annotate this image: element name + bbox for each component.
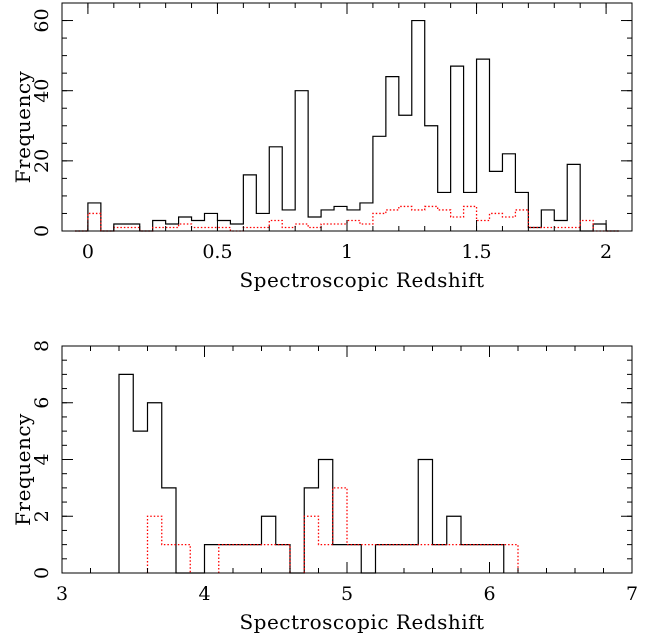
top-series-solid-histogram bbox=[74, 19, 620, 232]
bottom-y-tick-label: 4 bbox=[31, 453, 53, 465]
bottom-x-tick-label: 4 bbox=[198, 583, 210, 605]
top-plot-frame bbox=[61, 2, 633, 232]
bottom-histogram-panel: 3 4 5 6 7 0 2 4 6 8 Spectroscopic Redshift Frequenc… bbox=[11, 340, 638, 634]
bottom-x-tick-label: 3 bbox=[56, 583, 68, 605]
bottom-series-dotted-histogram bbox=[146, 487, 519, 573]
top-x-tick-label: 0 bbox=[82, 241, 94, 263]
bottom-y-tick-label: 6 bbox=[31, 397, 53, 409]
bottom-y-tick-label: 0 bbox=[31, 567, 53, 579]
top-x-tick-label: 1.5 bbox=[461, 241, 491, 263]
top-series-dotted-histogram bbox=[74, 205, 620, 232]
bottom-x-tick-label: 5 bbox=[341, 583, 353, 605]
top-x-tick-label: 0.5 bbox=[202, 241, 232, 263]
bottom-x-tick-label: 7 bbox=[626, 583, 638, 605]
bottom-y-tick-label: 2 bbox=[31, 510, 53, 522]
top-y-axis-label: Frequency bbox=[11, 70, 35, 183]
bottom-x-axis-label: Spectroscopic Redshift bbox=[239, 610, 484, 634]
top-y-tick-label: 40 bbox=[31, 79, 53, 103]
top-x-tick-label: 2 bbox=[600, 241, 612, 263]
bottom-x-tick-label: 6 bbox=[483, 583, 495, 605]
top-y-tick-label: 20 bbox=[31, 149, 53, 173]
bottom-y-tick-label: 8 bbox=[31, 340, 53, 352]
bottom-y-axis-label: Frequency bbox=[11, 413, 35, 526]
top-x-axis-label: Spectroscopic Redshift bbox=[239, 268, 484, 292]
bottom-series-solid-histogram bbox=[118, 373, 505, 574]
top-y-tick-label: 0 bbox=[31, 225, 53, 237]
top-x-tick-label: 1 bbox=[341, 241, 353, 263]
top-y-tick-label: 60 bbox=[31, 8, 53, 32]
